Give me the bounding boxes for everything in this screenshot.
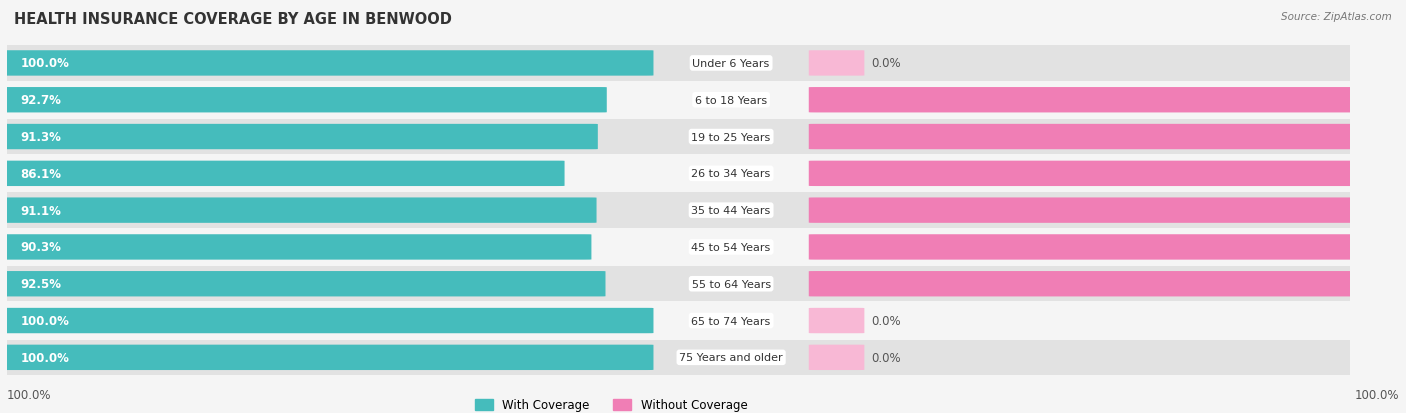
Bar [7,340,1350,375]
Bar [7,156,1350,192]
FancyBboxPatch shape [0,271,606,297]
Text: HEALTH INSURANCE COVERAGE BY AGE IN BENWOOD: HEALTH INSURANCE COVERAGE BY AGE IN BENW… [14,12,451,27]
Text: 55 to 64 Years: 55 to 64 Years [692,279,770,289]
FancyBboxPatch shape [0,198,596,223]
FancyBboxPatch shape [808,198,1406,223]
Text: 35 to 44 Years: 35 to 44 Years [692,206,770,216]
FancyBboxPatch shape [0,345,654,370]
FancyBboxPatch shape [0,308,654,333]
Text: 91.1%: 91.1% [21,204,62,217]
Text: 26 to 34 Years: 26 to 34 Years [692,169,770,179]
Text: 92.5%: 92.5% [21,278,62,290]
FancyBboxPatch shape [0,161,565,187]
Legend: With Coverage, Without Coverage: With Coverage, Without Coverage [471,394,752,413]
Text: 19 to 25 Years: 19 to 25 Years [692,132,770,142]
Text: 0.0%: 0.0% [872,314,901,327]
FancyBboxPatch shape [0,125,598,150]
FancyBboxPatch shape [808,271,1406,297]
FancyBboxPatch shape [0,51,654,76]
Bar [7,266,1350,301]
Text: 0.0%: 0.0% [872,57,901,70]
Text: 100.0%: 100.0% [21,57,69,70]
Bar [7,46,1350,81]
Bar [7,193,1350,228]
FancyBboxPatch shape [808,345,865,370]
Text: 91.3%: 91.3% [21,131,62,144]
Text: 92.7%: 92.7% [21,94,62,107]
FancyBboxPatch shape [0,88,607,113]
Text: Under 6 Years: Under 6 Years [693,59,769,69]
Text: 100.0%: 100.0% [7,388,52,401]
Text: 100.0%: 100.0% [21,351,69,364]
FancyBboxPatch shape [808,51,865,76]
Bar [7,83,1350,118]
FancyBboxPatch shape [808,308,865,333]
Text: 45 to 54 Years: 45 to 54 Years [692,242,770,252]
Text: 65 to 74 Years: 65 to 74 Years [692,316,770,326]
Text: Source: ZipAtlas.com: Source: ZipAtlas.com [1281,12,1392,22]
FancyBboxPatch shape [808,88,1406,113]
FancyBboxPatch shape [0,235,592,260]
Bar [7,230,1350,265]
FancyBboxPatch shape [808,125,1406,150]
Text: 86.1%: 86.1% [21,167,62,180]
Text: 90.3%: 90.3% [21,241,62,254]
Text: 75 Years and older: 75 Years and older [679,352,783,363]
Text: 100.0%: 100.0% [1354,388,1399,401]
Text: 0.0%: 0.0% [872,351,901,364]
FancyBboxPatch shape [808,161,1406,187]
Text: 100.0%: 100.0% [21,314,69,327]
Bar [7,303,1350,338]
FancyBboxPatch shape [808,235,1406,260]
Bar [7,120,1350,155]
Text: 6 to 18 Years: 6 to 18 Years [695,95,768,105]
